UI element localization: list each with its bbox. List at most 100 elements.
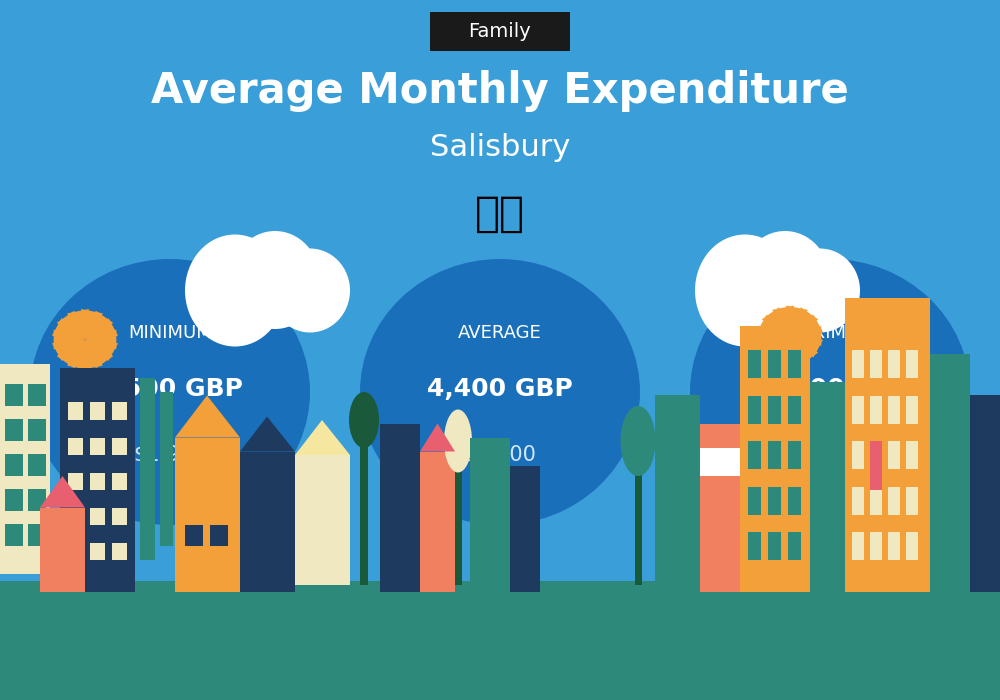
Polygon shape — [52, 340, 85, 361]
FancyBboxPatch shape — [112, 402, 127, 420]
FancyBboxPatch shape — [28, 489, 46, 511]
FancyBboxPatch shape — [470, 438, 510, 592]
Text: $5,500: $5,500 — [464, 445, 536, 465]
Polygon shape — [85, 318, 118, 340]
Polygon shape — [85, 340, 113, 368]
Ellipse shape — [349, 392, 379, 448]
FancyBboxPatch shape — [0, 581, 1000, 700]
FancyBboxPatch shape — [906, 532, 918, 560]
FancyBboxPatch shape — [768, 441, 781, 469]
FancyBboxPatch shape — [28, 419, 46, 441]
Polygon shape — [786, 305, 808, 336]
Ellipse shape — [270, 248, 350, 332]
FancyBboxPatch shape — [888, 350, 900, 378]
FancyBboxPatch shape — [40, 508, 85, 592]
Ellipse shape — [30, 259, 310, 525]
FancyBboxPatch shape — [748, 486, 761, 514]
Text: MAXIMUM: MAXIMUM — [785, 323, 875, 342]
FancyBboxPatch shape — [845, 298, 930, 592]
FancyBboxPatch shape — [700, 448, 740, 476]
FancyBboxPatch shape — [380, 424, 420, 592]
FancyBboxPatch shape — [768, 532, 781, 560]
FancyBboxPatch shape — [906, 486, 918, 514]
FancyBboxPatch shape — [870, 441, 882, 469]
Polygon shape — [295, 420, 350, 455]
Ellipse shape — [620, 406, 656, 476]
FancyBboxPatch shape — [852, 350, 864, 378]
Polygon shape — [420, 424, 455, 452]
Ellipse shape — [695, 234, 795, 346]
FancyBboxPatch shape — [68, 438, 83, 455]
FancyBboxPatch shape — [768, 395, 781, 423]
FancyBboxPatch shape — [748, 395, 761, 423]
Polygon shape — [57, 340, 85, 368]
FancyBboxPatch shape — [852, 395, 864, 423]
Polygon shape — [790, 326, 821, 346]
Text: MINIMUM: MINIMUM — [128, 323, 212, 342]
FancyBboxPatch shape — [5, 384, 23, 406]
FancyBboxPatch shape — [112, 542, 127, 560]
FancyBboxPatch shape — [852, 486, 864, 514]
FancyBboxPatch shape — [295, 455, 350, 584]
FancyBboxPatch shape — [888, 486, 900, 514]
FancyBboxPatch shape — [210, 525, 228, 546]
FancyBboxPatch shape — [185, 525, 203, 546]
Text: Salisbury: Salisbury — [430, 132, 570, 162]
Text: $1,900: $1,900 — [134, 445, 207, 465]
Polygon shape — [790, 336, 823, 358]
FancyBboxPatch shape — [112, 508, 127, 525]
Polygon shape — [790, 314, 823, 336]
FancyBboxPatch shape — [810, 382, 845, 592]
Polygon shape — [52, 318, 85, 340]
FancyBboxPatch shape — [510, 466, 540, 592]
FancyBboxPatch shape — [888, 441, 900, 469]
FancyBboxPatch shape — [360, 430, 368, 584]
FancyBboxPatch shape — [788, 350, 801, 378]
FancyBboxPatch shape — [852, 441, 864, 469]
Ellipse shape — [780, 248, 860, 332]
FancyBboxPatch shape — [68, 473, 83, 490]
FancyBboxPatch shape — [90, 473, 105, 490]
FancyBboxPatch shape — [160, 392, 173, 546]
FancyBboxPatch shape — [906, 441, 918, 469]
Polygon shape — [54, 330, 85, 349]
FancyBboxPatch shape — [768, 486, 781, 514]
FancyBboxPatch shape — [970, 395, 1000, 592]
Text: 1,500 GBP: 1,500 GBP — [97, 377, 243, 400]
FancyBboxPatch shape — [5, 524, 23, 546]
FancyBboxPatch shape — [112, 438, 127, 455]
FancyBboxPatch shape — [68, 402, 83, 420]
FancyBboxPatch shape — [748, 441, 761, 469]
FancyBboxPatch shape — [455, 458, 462, 584]
FancyBboxPatch shape — [740, 326, 810, 592]
FancyBboxPatch shape — [870, 395, 882, 423]
FancyBboxPatch shape — [112, 473, 127, 490]
Text: 28,000 GBP: 28,000 GBP — [748, 377, 912, 400]
FancyBboxPatch shape — [870, 350, 882, 378]
Polygon shape — [57, 311, 85, 340]
Text: 4,400 GBP: 4,400 GBP — [427, 377, 573, 400]
Polygon shape — [772, 305, 794, 336]
Polygon shape — [786, 336, 808, 367]
FancyBboxPatch shape — [788, 532, 801, 560]
Polygon shape — [85, 340, 118, 361]
Text: Average Monthly Expenditure: Average Monthly Expenditure — [151, 70, 849, 112]
FancyBboxPatch shape — [90, 542, 105, 560]
Ellipse shape — [230, 231, 320, 329]
FancyBboxPatch shape — [140, 378, 155, 560]
FancyBboxPatch shape — [5, 454, 23, 476]
FancyBboxPatch shape — [788, 441, 801, 469]
FancyBboxPatch shape — [28, 524, 46, 546]
FancyBboxPatch shape — [90, 508, 105, 525]
Polygon shape — [85, 330, 116, 349]
Text: Family: Family — [469, 22, 531, 41]
FancyBboxPatch shape — [655, 395, 700, 592]
FancyBboxPatch shape — [852, 532, 864, 560]
FancyBboxPatch shape — [906, 350, 918, 378]
Ellipse shape — [740, 231, 830, 329]
Polygon shape — [85, 311, 113, 340]
FancyBboxPatch shape — [240, 452, 295, 592]
Ellipse shape — [185, 234, 285, 346]
Polygon shape — [790, 336, 818, 365]
FancyBboxPatch shape — [5, 419, 23, 441]
